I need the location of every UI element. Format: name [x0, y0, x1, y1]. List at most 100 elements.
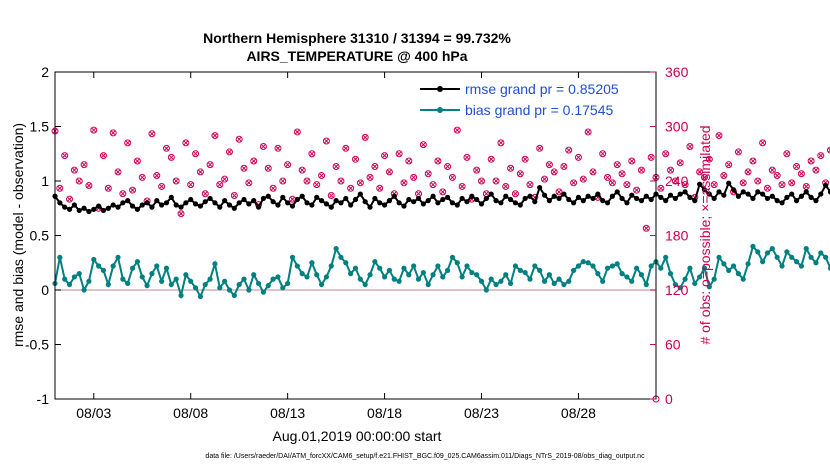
bias-point — [793, 259, 800, 265]
obs-assimilated-point — [784, 151, 790, 157]
rmse-point — [381, 202, 388, 208]
bias-point — [667, 271, 674, 277]
obs-possible-point — [138, 173, 146, 181]
obs-possible-point — [550, 168, 558, 176]
rmse-point — [638, 198, 645, 204]
obs-possible-point — [162, 144, 170, 152]
rmse-point — [721, 192, 727, 198]
bias-point — [202, 281, 208, 288]
obs-possible-point — [725, 161, 733, 169]
rmse-point — [197, 203, 204, 209]
rmse-point — [280, 194, 286, 200]
bias-point — [178, 292, 184, 299]
obs-assimilated-point — [774, 172, 780, 179]
obs-possible-point — [119, 190, 127, 198]
obs-possible-point — [385, 168, 393, 176]
rmse-point — [415, 195, 422, 202]
bias-point — [517, 267, 523, 273]
bias-point — [444, 267, 451, 273]
bias-point — [697, 274, 703, 280]
rmse-point — [202, 199, 208, 205]
obs-assimilated-point — [735, 149, 741, 155]
obs-assimilated-point — [328, 192, 334, 199]
obs-possible-point — [56, 184, 64, 192]
rmse-point — [764, 195, 771, 202]
obs-possible-point — [647, 153, 655, 161]
obs-assimilated-point — [643, 225, 649, 231]
obs-possible-point — [158, 182, 166, 190]
obs-possible-point — [705, 155, 713, 163]
bias-point — [571, 267, 577, 273]
obs-assimilated-point — [193, 151, 199, 157]
x-tick-label: 08/08 — [173, 405, 208, 421]
bias-point — [769, 245, 775, 252]
bias-point — [779, 263, 785, 269]
bias-point — [454, 260, 460, 266]
plot-area: 08/03 08/08 08/13 08/18 08/23 08/28 -1 -0.5 0 0.… — [25, 64, 830, 421]
rmse-point — [270, 199, 276, 205]
bias-point — [537, 267, 543, 273]
legend: rmse grand pr = 0.85205 bias grand pr = … — [414, 79, 654, 121]
obs-possible-point — [177, 210, 185, 218]
bias-point — [600, 278, 606, 284]
obs-assimilated-point — [682, 182, 688, 188]
obs-possible-point — [366, 173, 374, 181]
rmse-point — [192, 201, 199, 207]
bias-point — [672, 281, 678, 288]
obs-possible-point — [66, 195, 74, 203]
obs-possible-point — [230, 192, 238, 200]
bias-point — [86, 278, 92, 284]
bias-point — [629, 278, 635, 284]
rmse-point — [236, 200, 242, 206]
obs-assimilated-point — [648, 154, 654, 160]
bias-point — [449, 254, 456, 260]
rmse-point — [687, 194, 693, 200]
rmse-point — [604, 200, 611, 206]
bias-point — [726, 267, 732, 273]
bias-point — [115, 254, 121, 260]
obs-possible-point — [444, 162, 452, 170]
obs-possible-point — [628, 157, 636, 165]
obs-assimilated-point — [357, 180, 363, 186]
bias-point — [391, 276, 397, 282]
rmse-point — [86, 208, 92, 215]
bias-point — [348, 271, 354, 277]
bias-point — [634, 265, 640, 271]
bias-point — [755, 249, 761, 255]
obs-possible-point — [342, 144, 350, 152]
rmse-point — [149, 204, 155, 210]
y2-tick-label: 0 — [665, 391, 673, 407]
obs-possible-point — [318, 172, 326, 180]
obs-possible-point — [642, 224, 650, 232]
rmse-point — [629, 192, 635, 198]
obs-assimilated-point — [76, 178, 82, 184]
obs-assimilated-point — [493, 178, 499, 184]
obs-assimilated-point — [818, 153, 824, 159]
obs-possible-point — [511, 190, 519, 198]
obs-assimilated-point — [338, 178, 344, 184]
rmse-point — [430, 193, 436, 199]
obs-assimilated-point — [348, 185, 354, 191]
bias-point — [129, 265, 136, 271]
rmse-point — [808, 194, 814, 200]
obs-possible-point — [826, 146, 830, 154]
bias-point — [314, 272, 320, 278]
obs-assimilated-point — [173, 178, 179, 184]
obs-assimilated-point — [222, 176, 228, 182]
obs-assimilated-point — [110, 130, 116, 136]
obs-possible-point — [579, 175, 587, 183]
rmse-point — [464, 199, 470, 205]
bias-point — [522, 269, 528, 276]
obs-possible-point — [560, 162, 568, 170]
obs-possible-point — [807, 157, 815, 165]
bias-point — [352, 265, 359, 271]
obs-possible-point — [793, 162, 801, 170]
obs-possible-point — [381, 152, 389, 160]
bias-point — [236, 281, 242, 288]
rmse-point — [745, 191, 751, 197]
obs-assimilated-point — [667, 167, 674, 173]
bias-point — [459, 274, 465, 280]
rmse-point — [159, 202, 165, 208]
rmse-point — [183, 200, 189, 206]
